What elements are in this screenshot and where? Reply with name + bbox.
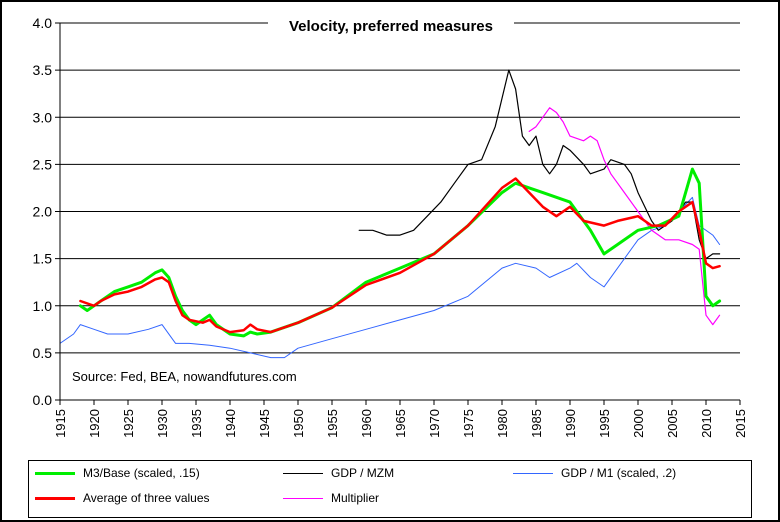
y-tick-label: 1.5 (33, 251, 53, 267)
x-tick-label: 1995 (597, 409, 612, 438)
legend-label: M3/Base (scaled, .15) (83, 466, 200, 480)
legend: M3/Base (scaled, .15) GDP / MZM GDP / M1… (28, 460, 752, 518)
x-tick-label: 1915 (53, 409, 68, 438)
legend-label: Average of three values (83, 491, 210, 505)
x-tick-label: 1970 (427, 409, 442, 438)
x-tick-label: 1990 (563, 409, 578, 438)
x-axis: 1915 1920 1925 1930 1935 1940 1945 1950 1955 1960… (53, 400, 748, 438)
x-tick-label: 1975 (461, 409, 476, 438)
x-tick-label: 2000 (631, 409, 646, 438)
x-tick-label: 1940 (223, 409, 238, 438)
y-tick-label: 2.5 (33, 156, 53, 172)
y-tick-label: 1.0 (33, 298, 53, 314)
legend-swatch (35, 496, 75, 500)
x-tick-label: 2015 (733, 409, 748, 438)
legend-swatch (513, 472, 553, 474)
x-tick-label: 1930 (155, 409, 170, 438)
legend-swatch (283, 497, 323, 499)
y-tick-label: 2.0 (33, 204, 53, 220)
y-tick-label: 0.5 (33, 345, 53, 361)
series-line (59, 196, 721, 359)
x-tick-label: 1920 (87, 409, 102, 438)
y-tick-label: 0.0 (33, 392, 53, 408)
y-axis: 0.0 0.5 1.0 1.5 2.0 2.5 3.0 3.5 4.0 (33, 15, 60, 408)
legend-label: GDP / MZM (331, 466, 395, 480)
series-group (59, 69, 722, 359)
legend-item-gdp-m1: GDP / M1 (scaled, .2) (513, 466, 676, 480)
x-tick-label: 2005 (665, 409, 680, 438)
legend-item-multiplier: Multiplier (283, 491, 379, 505)
series-line (79, 177, 721, 334)
legend-item-m3-base: M3/Base (scaled, .15) (35, 466, 200, 480)
chart-title: Velocity, preferred measures (289, 18, 493, 35)
x-tick-label: 1950 (291, 409, 306, 438)
legend-swatch (283, 472, 323, 474)
legend-item-average: Average of three values (35, 491, 210, 505)
x-tick-label: 2010 (699, 409, 714, 438)
grid (60, 22, 740, 354)
y-tick-label: 4.0 (33, 15, 53, 31)
legend-swatch (35, 471, 75, 475)
title-background (268, 13, 514, 37)
legend-label: Multiplier (331, 491, 380, 505)
x-tick-label: 1925 (121, 409, 136, 438)
legend-label: GDP / M1 (scaled, .2) (561, 466, 677, 480)
x-tick-label: 1985 (529, 409, 544, 438)
series-line (528, 107, 721, 326)
x-tick-label: 1955 (325, 409, 340, 438)
y-tick-label: 3.5 (33, 62, 53, 78)
source-annotation: Source: Fed, BEA, nowandfutures.com (72, 369, 297, 384)
x-tick-label: 1980 (495, 409, 510, 438)
x-tick-label: 1965 (393, 409, 408, 438)
x-tick-label: 1960 (359, 409, 374, 438)
y-tick-label: 3.0 (33, 109, 53, 125)
x-tick-label: 1935 (189, 409, 204, 438)
x-tick-label: 1945 (257, 409, 272, 438)
legend-item-gdp-mzm: GDP / MZM (283, 466, 394, 480)
